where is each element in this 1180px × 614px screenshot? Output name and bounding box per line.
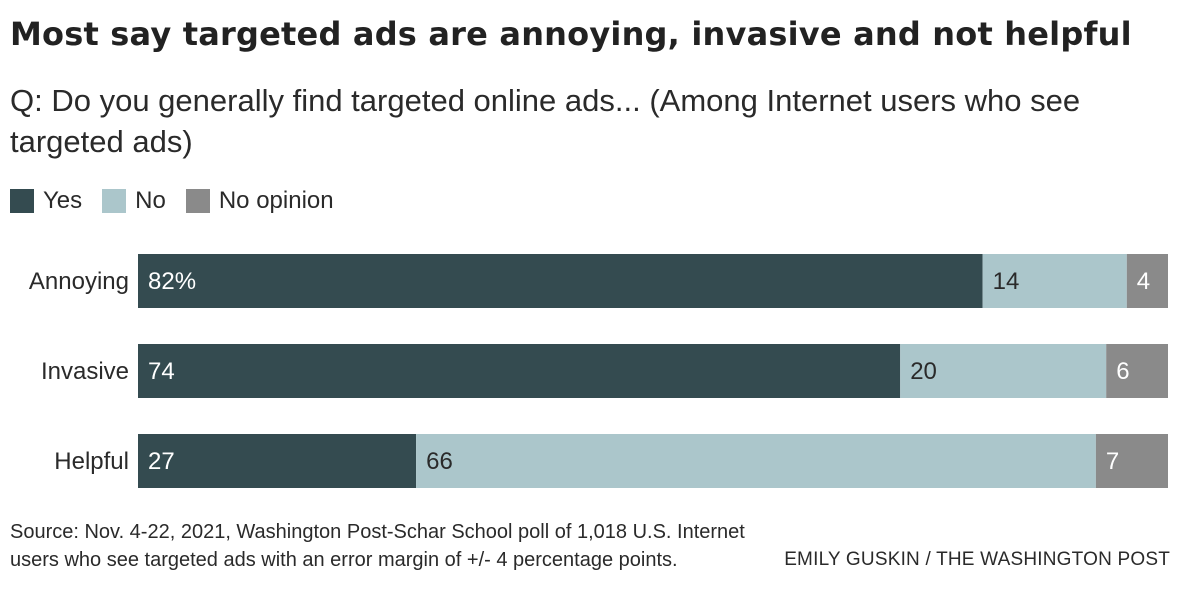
- category-label-helpful: Helpful: [54, 448, 129, 475]
- category-label-annoying: Annoying: [29, 268, 129, 295]
- bar-invasive-yes: [138, 344, 901, 398]
- data-label-helpful-no: 66: [426, 448, 453, 475]
- legend-item-no: No: [102, 187, 166, 215]
- bar-helpful-yes: [138, 434, 417, 488]
- legend-swatch-no: [102, 189, 127, 213]
- data-label-annoying-no-opinion: 4: [1137, 268, 1150, 295]
- legend-label-no-opinion: No opinion: [218, 187, 334, 214]
- bar-helpful-no: [416, 434, 1096, 488]
- chart-title: Most say targeted ads are annoying, inva…: [10, 15, 1132, 53]
- source-note: Source: Nov. 4-22, 2021, Washington Post…: [10, 521, 745, 571]
- data-label-helpful-yes: 27: [148, 448, 175, 475]
- legend-label-yes: Yes: [43, 187, 83, 214]
- data-label-invasive-no-opinion: 6: [1116, 358, 1129, 385]
- data-label-helpful-no-opinion: 7: [1106, 448, 1119, 475]
- data-label-annoying-no: 14: [993, 268, 1020, 295]
- legend-swatch-yes: [10, 189, 34, 213]
- legend-swatch-no-opinion: [185, 189, 210, 213]
- chart-subtitle: Q: Do you generally find targeted online…: [10, 83, 1081, 159]
- bar-invasive-no: [900, 344, 1107, 398]
- bar-annoying-no-opinion: [1126, 254, 1168, 308]
- data-label-invasive-yes: 74: [148, 358, 175, 385]
- bar-helpful-no-opinion: [1095, 434, 1168, 488]
- legend-label-no: No: [135, 187, 166, 214]
- data-label-annoying-yes: 82%: [148, 268, 196, 295]
- bar-invasive-no-opinion: [1106, 344, 1168, 398]
- data-label-invasive-no: 20: [910, 358, 937, 385]
- legend: Yes No No opinion: [10, 187, 354, 215]
- legend-item-no-opinion: No opinion: [185, 187, 334, 215]
- legend-item-yes: Yes: [10, 187, 82, 215]
- category-label-invasive: Invasive: [41, 358, 129, 385]
- bar-annoying-no: [982, 254, 1127, 308]
- bar-annoying-yes: [138, 254, 983, 308]
- credit-line: EMILY GUSKIN / THE WASHINGTON POST: [784, 549, 1170, 570]
- stacked-bar-chart: Annoying 82% 14 4 Invasive 74 20 6 Helpful 27 66 7: [29, 254, 1168, 488]
